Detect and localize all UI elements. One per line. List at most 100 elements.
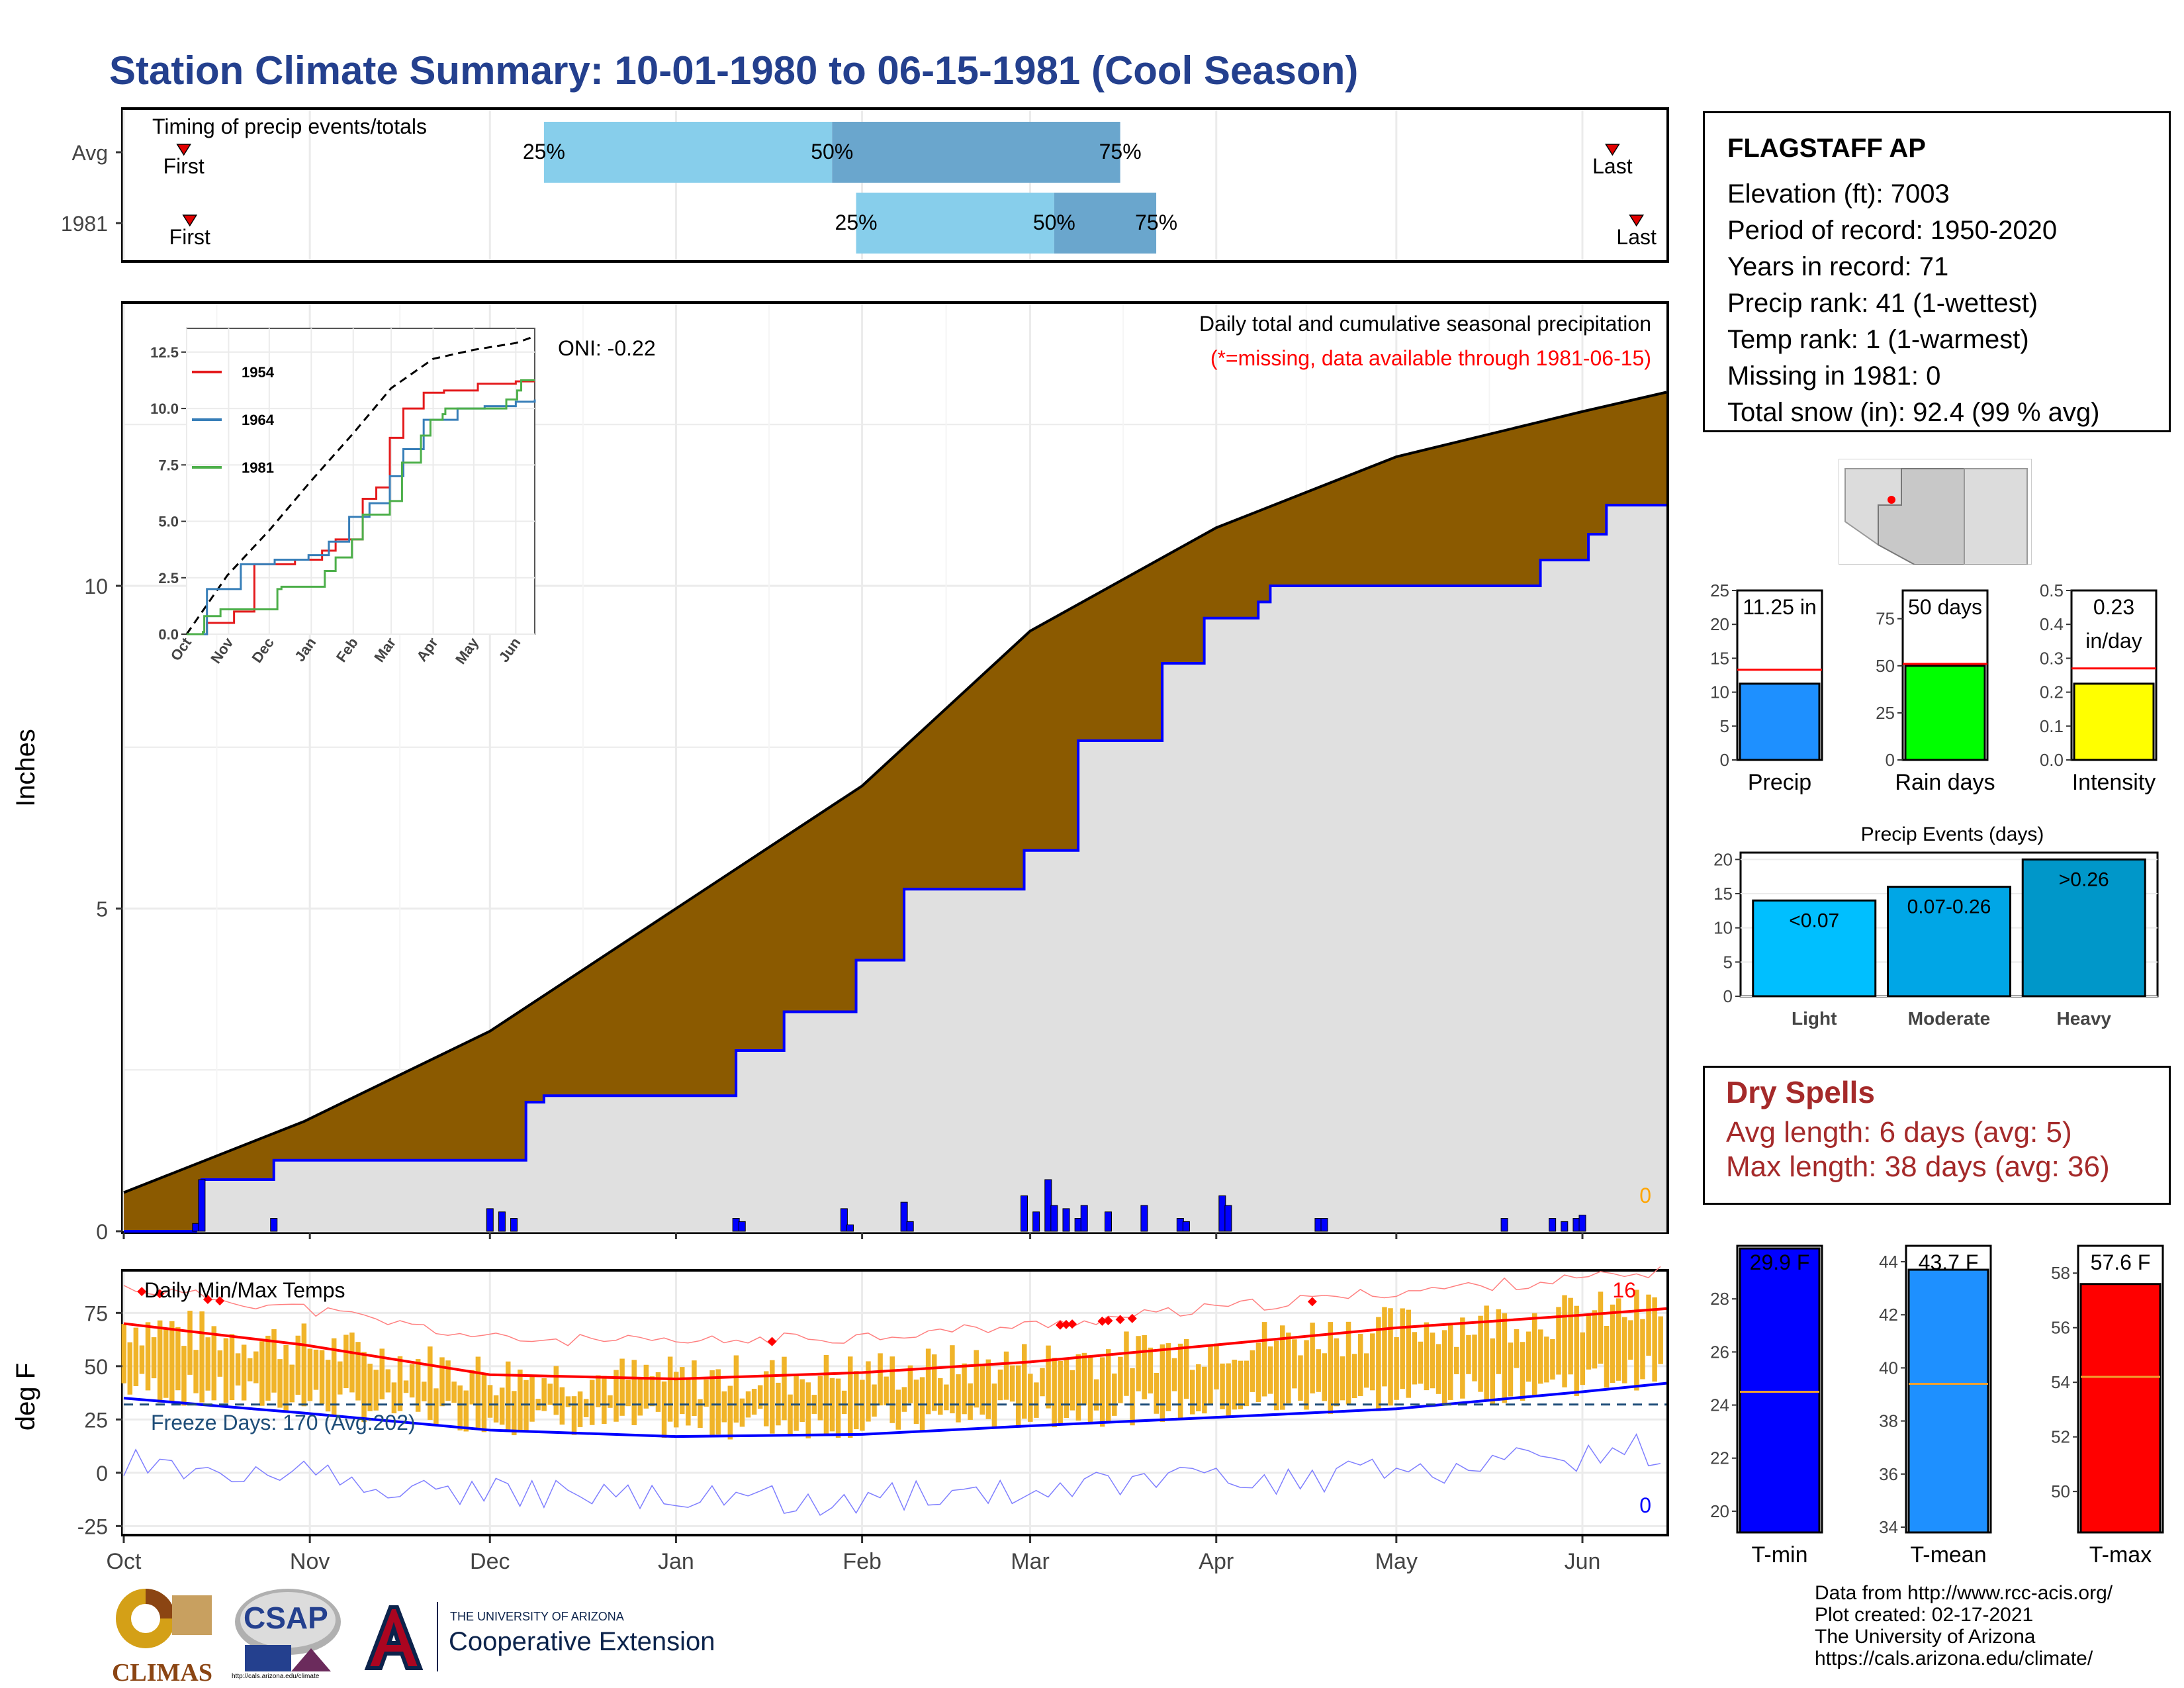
daily-temp-bar (553, 1366, 559, 1415)
footer-credits: Data from http://www.rcc-acis.org/ Plot … (1815, 1582, 2113, 1669)
last-marker (1605, 144, 1620, 156)
p75-label: 75% (1135, 211, 1177, 234)
daily-temp-bar (241, 1344, 247, 1401)
daily-precip-bar (1021, 1195, 1028, 1232)
p25-label: 25% (523, 140, 565, 164)
gauge-value: 0.23 (2093, 595, 2134, 619)
events-tick: 5 (1723, 952, 1733, 972)
daily-temp-bar (277, 1359, 283, 1408)
event-range: >0.26 (2059, 868, 2109, 890)
daily-temp-bar (763, 1371, 769, 1427)
temp-gauge-tick: 34 (1879, 1517, 1898, 1537)
temp-gauge-bar (1739, 1247, 1821, 1534)
daily-temp-bar (1093, 1379, 1099, 1411)
temp-gauge-tick: 56 (2051, 1318, 2070, 1338)
freeze-label: Freeze Days: 170 (Avg:202) (151, 1411, 416, 1434)
p50-label: 50% (811, 140, 853, 164)
dry-spells-max: Max length: 38 days (avg: 36) (1726, 1150, 2110, 1183)
daily-precip-bar (498, 1211, 506, 1232)
last-label: Last (1592, 154, 1633, 178)
daily-precip-bar (1104, 1211, 1112, 1232)
daily-precip-bar (906, 1221, 914, 1232)
daily-temp-bar (1244, 1360, 1250, 1407)
daily-precip-bar (1050, 1205, 1058, 1232)
iqr-low-bar (856, 193, 1054, 254)
daily-temp-bar (1472, 1335, 1477, 1382)
last-marker (1629, 214, 1645, 227)
daily-temp-bar (608, 1395, 613, 1408)
daily-temp-bar (1652, 1297, 1657, 1382)
daily-temp-bar (589, 1380, 595, 1425)
page-title: Station Climate Summary: 10-01-1980 to 0… (109, 48, 1359, 93)
gauge-value: 50 days (1908, 595, 1982, 619)
daily-temp-bar (181, 1346, 187, 1406)
record-high-marker (155, 1289, 165, 1299)
average-cumulative-line (123, 391, 1667, 1194)
temp-gauge-label: T-max (2089, 1542, 2152, 1568)
inset-frame (186, 328, 535, 635)
temp-gauge-bar (2079, 1283, 2161, 1534)
station-detail-line: Total snow (in): 92.4 (99 % avg) (1727, 398, 2100, 427)
station-location-marker (1888, 496, 1895, 504)
daily-precip-bar (732, 1218, 740, 1232)
daily-precip-bar (486, 1208, 494, 1232)
daily-temp-bar (512, 1391, 517, 1436)
temp-ylabel: deg F (11, 1363, 40, 1430)
month-tick-label: Jan (658, 1549, 694, 1574)
daily-temp-bar (1171, 1358, 1177, 1391)
daily-temp-bar (709, 1370, 715, 1435)
footer-line: Data from http://www.rcc-acis.org/ (1815, 1582, 2113, 1604)
daily-temp-bar (1226, 1363, 1231, 1417)
daily-temp-bar (1544, 1336, 1549, 1383)
daily-temp-bar (1214, 1343, 1219, 1389)
daily-temp-bar (1556, 1307, 1561, 1375)
daily-temp-bar (397, 1356, 403, 1411)
daily-temp-bar (1304, 1340, 1309, 1410)
gauge-label: Precip (1748, 770, 1811, 795)
daily-temp-bar (1441, 1330, 1447, 1406)
daily-temp-bar (367, 1364, 373, 1411)
daily-temp-bar (751, 1389, 757, 1415)
daily-precip-bar (270, 1218, 278, 1232)
inset-y-tick: 7.5 (158, 457, 179, 473)
csap-url: http://cals.arizona.edu/climate (232, 1673, 320, 1680)
month-tick-label: May (1375, 1549, 1418, 1574)
daily-temp-bar (157, 1320, 163, 1403)
daily-temp-bar (1261, 1322, 1267, 1397)
daily-temp-bar (565, 1396, 571, 1407)
y-tick-label: 50 (84, 1355, 108, 1379)
y-tick-label: 25 (84, 1408, 108, 1432)
daily-temp-bar (451, 1382, 457, 1403)
footer-line: The University of Arizona (1815, 1626, 2036, 1648)
daily-temp-bar (1099, 1357, 1105, 1427)
daily-temp-bar (721, 1391, 727, 1423)
daily-precip-bar (192, 1223, 200, 1232)
daily-temp-bar (854, 1371, 859, 1430)
season-cumulative-area (124, 505, 1666, 1231)
inset-y-tick: 2.5 (158, 570, 179, 586)
daily-precip-bar (1176, 1218, 1184, 1232)
daily-temp-bar (1165, 1343, 1171, 1411)
daily-temp-bar (1484, 1305, 1489, 1402)
daily-temp-bar (169, 1321, 175, 1401)
daily-temp-bar (1357, 1334, 1363, 1396)
temp-gauge-tick: 42 (1879, 1305, 1898, 1325)
daily-temp-bar (1052, 1358, 1057, 1428)
missing-count: 0 (1639, 1184, 1651, 1207)
temp-gauge-tick: 50 (2051, 1481, 2070, 1501)
daily-temp-bar (1130, 1368, 1135, 1426)
gauge-bar-rain_days (1904, 665, 1986, 761)
daily-temp-bar (487, 1385, 493, 1418)
inset-y-tick: 0.0 (158, 626, 179, 643)
event-bar-heavy (2021, 858, 2146, 998)
gauge-label: Intensity (2072, 770, 2156, 795)
daily-temp-bar (457, 1385, 463, 1430)
daily-temp-bar (805, 1382, 811, 1438)
record-low-line (123, 1432, 1661, 1517)
daily-temp-bar (1273, 1340, 1279, 1411)
timing-row-label: 1981 (61, 212, 108, 236)
daily-temp-bar (1280, 1325, 1285, 1410)
daily-temp-bar (643, 1364, 649, 1409)
daily-temp-bar (1435, 1344, 1441, 1394)
daily-temp-bar (884, 1376, 889, 1405)
